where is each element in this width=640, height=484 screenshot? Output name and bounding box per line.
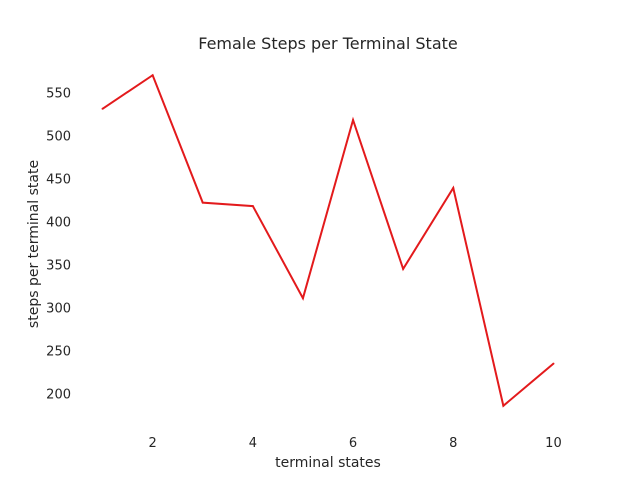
x-tick-label: 4 <box>249 436 257 451</box>
x-tick-label: 8 <box>449 436 457 451</box>
series-group <box>101 73 555 408</box>
y-tick-label: 400 <box>46 216 71 231</box>
data-point <box>151 74 154 77</box>
data-point <box>101 107 104 110</box>
y-axis-label: steps per terminal state <box>26 160 42 328</box>
y-tick-label: 200 <box>46 388 71 403</box>
data-point <box>452 186 455 189</box>
data-point <box>201 201 204 204</box>
x-axis-ticks: 2 4 6 8 10 <box>149 436 562 451</box>
data-point <box>402 267 405 270</box>
x-tick-label: 6 <box>349 436 357 451</box>
x-tick-label: 2 <box>149 436 157 451</box>
y-tick-label: 450 <box>46 173 71 188</box>
chart-title: Female Steps per Terminal State <box>198 34 458 53</box>
data-point <box>251 205 254 208</box>
data-point <box>502 404 505 407</box>
y-tick-label: 550 <box>46 86 71 101</box>
y-tick-label: 500 <box>46 129 71 144</box>
y-tick-label: 350 <box>46 259 71 274</box>
x-tick-label: 10 <box>545 436 562 451</box>
data-point <box>301 297 304 300</box>
y-axis-ticks: 200 250 300 350 400 450 500 550 <box>46 86 71 402</box>
y-tick-label: 300 <box>46 302 71 317</box>
data-point <box>352 118 355 121</box>
x-axis-label: terminal states <box>275 455 381 471</box>
series-line <box>101 73 555 408</box>
y-tick-label: 250 <box>46 345 71 360</box>
data-point <box>552 362 555 365</box>
